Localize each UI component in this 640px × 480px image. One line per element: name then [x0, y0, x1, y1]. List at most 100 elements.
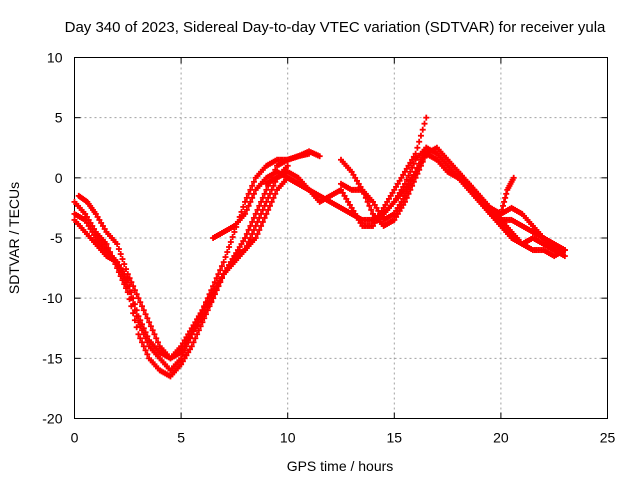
data-point-marker: [83, 213, 90, 220]
data-point-marker: [217, 267, 224, 274]
data-point-marker: [250, 178, 257, 185]
data-point-marker: [226, 244, 233, 251]
data-point-marker: [510, 174, 517, 181]
data-point-marker: [398, 198, 405, 205]
data-point-marker: [99, 222, 106, 229]
data-point-marker: [229, 256, 236, 263]
data-point-marker: [401, 186, 408, 193]
data-point-marker: [107, 249, 114, 256]
data-point-marker: [186, 334, 193, 341]
data-point-marker: [350, 171, 357, 178]
data-point-marker: [382, 201, 389, 208]
data-point-marker: [130, 310, 137, 317]
data-point-marker: [142, 329, 149, 336]
data-point-marker: [249, 194, 256, 201]
data-point-marker: [240, 203, 247, 210]
data-point-marker: [249, 218, 256, 225]
data-point-marker: [497, 210, 504, 217]
data-point-marker: [501, 198, 508, 205]
data-point-marker: [144, 315, 151, 322]
data-point-marker: [396, 201, 403, 208]
data-point-marker: [126, 275, 133, 282]
data-point-marker: [85, 216, 92, 223]
data-point-marker: [485, 207, 492, 214]
data-point-marker: [263, 210, 270, 217]
data-point-marker: [348, 204, 355, 211]
data-point-marker: [197, 316, 204, 323]
data-points: [71, 114, 568, 380]
data-point-marker: [405, 162, 412, 169]
data-point-marker: [96, 216, 103, 223]
data-point-marker: [89, 222, 96, 229]
data-point-marker: [338, 186, 344, 193]
data-point-marker: [254, 206, 261, 213]
data-point-marker: [412, 150, 419, 157]
y-tick-label: 0: [55, 170, 63, 186]
y-tick-label: 10: [47, 50, 63, 66]
data-point-marker: [220, 271, 227, 278]
grid-lines: [74, 57, 608, 419]
data-point-marker: [258, 222, 265, 229]
data-point-marker: [352, 174, 359, 181]
data-point-marker: [222, 268, 229, 275]
data-point-marker: [155, 339, 162, 346]
data-point-marker: [407, 177, 414, 184]
data-point-marker: [137, 317, 144, 324]
data-point-marker: [179, 358, 186, 365]
data-point-marker: [117, 251, 124, 258]
data-point-marker: [123, 285, 130, 292]
data-point-marker: [218, 275, 225, 282]
data-point-marker: [242, 235, 249, 241]
data-point-marker: [151, 331, 158, 338]
data-point-marker: [419, 126, 426, 133]
data-point-marker: [92, 210, 99, 217]
data-point-marker: [419, 156, 426, 163]
data-point-marker: [249, 182, 256, 189]
data-point-marker: [242, 210, 249, 217]
data-point-marker: [195, 327, 202, 334]
data-point-marker: [355, 180, 362, 187]
data-point-marker: [115, 262, 122, 269]
data-point-marker: [144, 333, 151, 340]
data-point-marker: [394, 204, 401, 211]
data-point-marker: [101, 225, 108, 232]
data-point-marker: [247, 198, 254, 205]
y-axis-label: SDTVAR / TECUs: [6, 182, 22, 294]
data-point-marker: [226, 262, 233, 269]
data-point-marker: [403, 176, 410, 183]
data-point-marker: [149, 327, 156, 334]
data-point-marker: [266, 190, 273, 197]
data-point-marker: [350, 207, 357, 214]
data-point-marker: [343, 195, 350, 202]
data-point-marker: [179, 346, 186, 353]
data-point-marker: [147, 323, 154, 330]
data-point-marker: [409, 164, 416, 171]
data-point-marker: [369, 222, 376, 229]
data-point-marker: [384, 198, 391, 205]
data-point-marker: [417, 132, 424, 139]
data-point-marker: [250, 190, 257, 197]
data-point-marker: [178, 349, 185, 356]
data-point-marker: [391, 216, 398, 223]
data-point-marker: [366, 202, 373, 209]
data-point-marker: [405, 172, 412, 179]
y-tick-label: -15: [42, 350, 62, 366]
data-point-marker: [236, 244, 243, 251]
data-point-marker: [240, 238, 247, 245]
data-point-marker: [254, 218, 261, 225]
data-point-marker: [213, 275, 220, 282]
data-point-marker: [153, 335, 160, 342]
data-point-marker: [114, 241, 121, 248]
data-point-marker: [213, 287, 220, 294]
data-point-marker: [128, 289, 135, 296]
data-point-marker: [194, 331, 201, 338]
data-point-marker: [414, 165, 421, 172]
data-point-marker: [142, 311, 149, 318]
data-point-marker: [401, 192, 408, 199]
data-point-marker: [82, 210, 89, 217]
data-point-marker: [105, 245, 112, 252]
data-point-marker: [135, 331, 142, 338]
data-point-marker: [416, 138, 423, 145]
data-point-marker: [243, 230, 250, 237]
x-tick-label: 15: [387, 430, 403, 446]
